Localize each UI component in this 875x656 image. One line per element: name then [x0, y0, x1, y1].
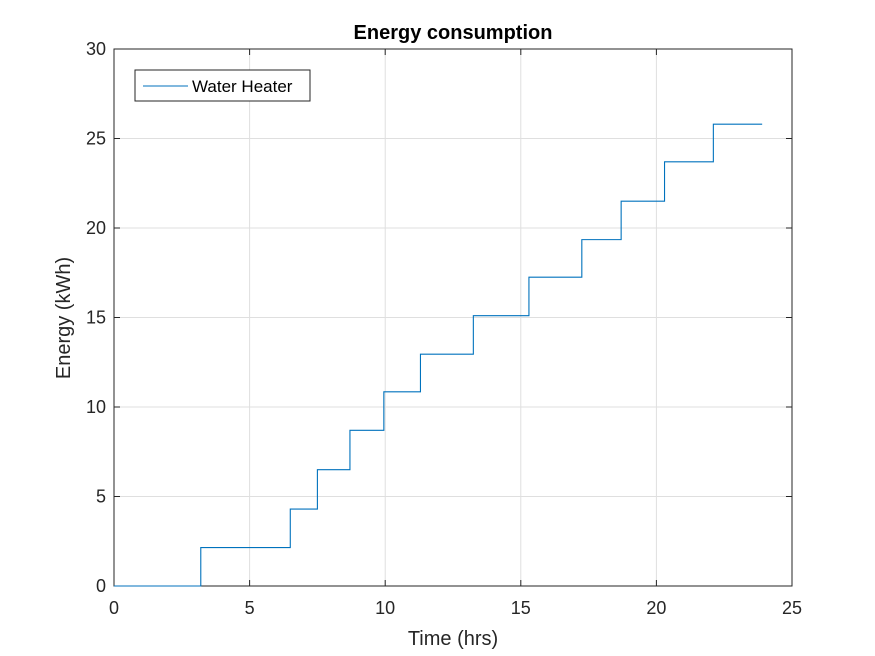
y-axis-label: Energy (kWh)	[53, 257, 75, 379]
chart-title: Energy consumption	[354, 22, 553, 44]
x-tick-label: 10	[375, 598, 395, 618]
y-tick-label: 25	[86, 129, 106, 149]
x-tick-label: 0	[109, 598, 119, 618]
y-tick-label: 30	[86, 39, 106, 59]
x-tick-label: 20	[646, 598, 666, 618]
y-tick-label: 0	[96, 576, 106, 596]
y-tick-label: 20	[86, 218, 106, 238]
x-tick-label: 25	[782, 598, 802, 618]
x-tick-label: 5	[245, 598, 255, 618]
series-water-heater-line	[114, 123, 763, 587]
legend-label-water-heater: Water Heater	[192, 77, 293, 96]
x-axis-label: Time (hrs)	[408, 628, 498, 650]
legend: Water Heater	[134, 69, 311, 102]
axis-ticks: 0 5 10 15 20 25 0 5 10 15 20 25 30	[86, 39, 802, 618]
y-tick-label: 10	[86, 397, 106, 417]
series-group	[114, 123, 763, 587]
y-tick-label: 5	[96, 487, 106, 507]
x-tick-label: 15	[511, 598, 531, 618]
y-tick-label: 15	[86, 308, 106, 328]
